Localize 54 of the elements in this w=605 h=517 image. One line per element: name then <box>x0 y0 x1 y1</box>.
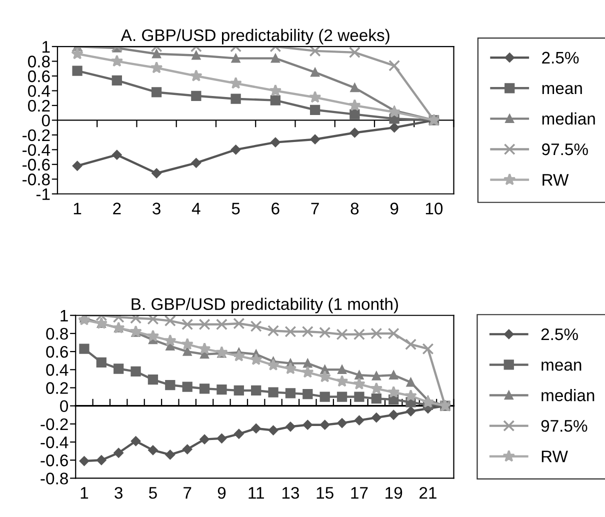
legend-label: median <box>542 389 594 402</box>
y-tick-label: 0.8 <box>28 56 50 68</box>
x-tick-label: 21 <box>420 487 436 499</box>
x-tick-label: 3 <box>114 487 122 499</box>
y-tick-label: -0.8 <box>40 472 68 484</box>
legend-label: mean <box>542 85 582 94</box>
x-tick-label: 11 <box>248 487 264 499</box>
x-tick-label: 6 <box>272 202 280 214</box>
x-tick-label: 4 <box>192 202 200 214</box>
y-tick-label: -1 <box>36 188 50 200</box>
legend-label: 97.5% <box>541 420 588 432</box>
chart-title: B. GBP/USD predictability (1 month) <box>132 298 398 314</box>
legend-label: RW <box>542 450 568 462</box>
x-tick-label: 1 <box>74 202 82 214</box>
x-tick-label: 9 <box>218 487 226 499</box>
y-tick-label: -0.2 <box>22 129 50 142</box>
y-tick-label: 0 <box>42 114 50 126</box>
x-tick-label: 8 <box>350 202 359 214</box>
y-tick-label: -0.4 <box>22 144 50 156</box>
x-tick-label: 9 <box>390 202 398 214</box>
legend-label: RW <box>542 174 569 186</box>
x-tick-label: 1 <box>80 487 88 499</box>
y-tick-label: 0.2 <box>28 100 50 112</box>
legend-label: 2.5% <box>542 52 579 64</box>
y-tick-label: 1 <box>42 41 50 53</box>
legend-label: mean <box>542 362 582 371</box>
y-tick-label: -0.4 <box>40 436 68 448</box>
y-tick-label: 0.4 <box>28 85 50 97</box>
y-tick-label: -0.6 <box>40 454 68 466</box>
y-tick-label: 0.6 <box>46 346 68 358</box>
x-tick-label: 5 <box>149 487 157 499</box>
legend-label: 2.5% <box>541 328 578 340</box>
y-tick-label: 0.2 <box>46 382 68 394</box>
legend-label: median <box>542 112 595 125</box>
x-tick-label: 19 <box>386 487 402 499</box>
x-tick-label: 15 <box>316 487 334 499</box>
y-tick-label: -0.8 <box>22 174 50 186</box>
x-tick-label: 3 <box>152 202 160 214</box>
x-tick-label: 7 <box>311 202 319 214</box>
chart-title: A. GBP/USD predictability (2 weeks) <box>120 28 390 44</box>
y-tick-label: 0.8 <box>46 328 68 340</box>
y-tick-label: -0.2 <box>40 418 68 430</box>
x-tick-label: 5 <box>232 202 240 214</box>
x-tick-label: 10 <box>426 202 443 214</box>
x-tick-label: 17 <box>351 487 368 499</box>
x-tick-label: 2 <box>113 202 121 214</box>
y-tick-label: 0.4 <box>46 364 68 376</box>
x-tick-label: 7 <box>184 487 192 499</box>
y-tick-label: -0.6 <box>22 158 50 171</box>
x-tick-label: 13 <box>282 487 300 499</box>
y-tick-label: 1 <box>60 310 68 322</box>
y-tick-label: 0.6 <box>28 70 50 82</box>
legend-label: 97.5% <box>542 143 588 156</box>
y-tick-label: 0 <box>60 400 68 412</box>
